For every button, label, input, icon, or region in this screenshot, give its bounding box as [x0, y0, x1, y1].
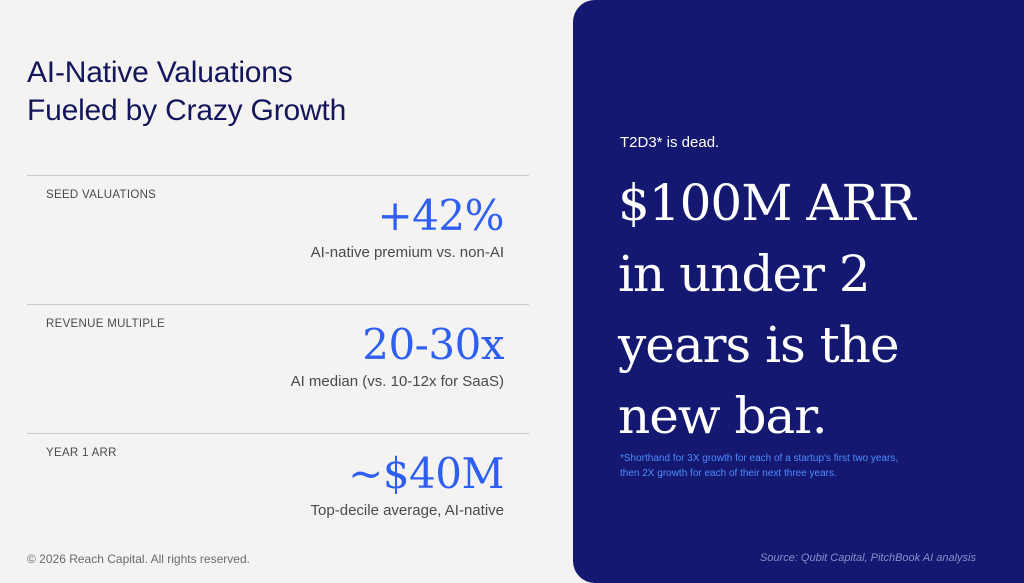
metric-description: AI median (vs. 10-12x for SaaS) [290, 373, 504, 390]
headline-line-4: new bar. [618, 387, 828, 445]
metrics-list: SEED VALUATIONS +42% AI-native premium v… [27, 175, 529, 562]
headline-line-1: $100M ARR [618, 174, 916, 232]
headline-line-3: years is the [618, 316, 900, 374]
metric-revenue-multiple: REVENUE MULTIPLE 20-30x AI median (vs. 1… [27, 304, 529, 433]
footnote-line-1: *Shorthand for 3X growth for each of a s… [620, 453, 899, 464]
highlight-panel: T2D3* is dead. $100M ARR in under 2 year… [573, 0, 1024, 583]
footnote-line-2: then 2X growth for each of their next th… [620, 468, 837, 479]
panel-footnote: *Shorthand for 3X growth for each of a s… [620, 451, 970, 481]
metric-value: ~$40M [348, 449, 504, 498]
metric-label: YEAR 1 ARR [46, 447, 117, 459]
metric-value: 20-30x [362, 320, 504, 369]
page-title: AI-Native Valuations Fueled by Crazy Gro… [27, 54, 346, 130]
panel-kicker: T2D3* is dead. [620, 134, 720, 151]
metric-label: REVENUE MULTIPLE [46, 318, 165, 330]
metric-description: Top-decile average, AI-native [310, 502, 504, 519]
title-line-2: Fueled by Crazy Growth [27, 94, 347, 127]
metric-seed-valuations: SEED VALUATIONS +42% AI-native premium v… [27, 175, 529, 304]
metric-value: +42% [377, 191, 504, 240]
copyright-text: © 2026 Reach Capital. All rights reserve… [27, 552, 250, 566]
source-note: Source: Qubit Capital, PitchBook AI anal… [759, 552, 976, 564]
metric-description: AI-native premium vs. non-AI [310, 244, 504, 261]
panel-headline: $100M ARR in under 2 years is the new ba… [618, 168, 998, 452]
metric-label: SEED VALUATIONS [46, 189, 157, 201]
headline-line-2: in under 2 [618, 245, 871, 303]
title-line-1: AI-Native Valuations [27, 56, 293, 89]
metric-year-1-arr: YEAR 1 ARR ~$40M Top-decile average, AI-… [27, 433, 529, 562]
